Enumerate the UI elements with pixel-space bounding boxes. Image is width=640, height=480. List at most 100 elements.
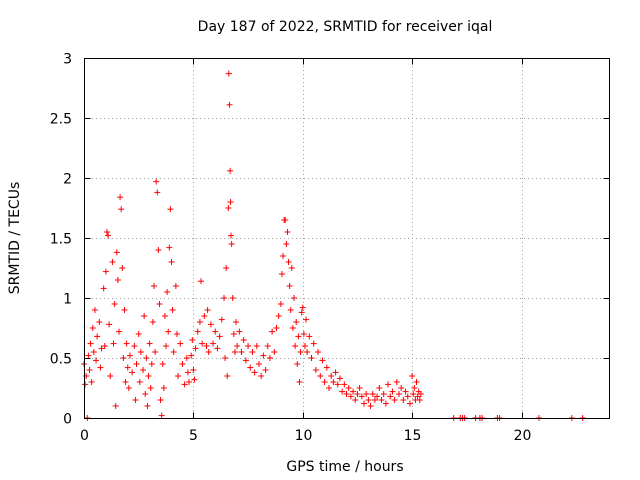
axis-ticks xyxy=(84,58,610,419)
data-point xyxy=(269,328,276,335)
data-point xyxy=(166,244,173,251)
data-point xyxy=(242,357,249,364)
x-tick-label: 5 xyxy=(189,428,198,444)
y-tick-label: 2 xyxy=(63,172,72,188)
data-point xyxy=(93,357,100,364)
data-point xyxy=(277,301,284,307)
data-point xyxy=(154,189,161,196)
data-point xyxy=(98,345,105,352)
chart-title: Day 187 of 2022, SRMTID for receiver iqa… xyxy=(198,19,493,35)
data-point xyxy=(129,369,136,376)
data-point xyxy=(158,412,165,419)
data-point xyxy=(109,259,116,265)
data-point xyxy=(88,379,95,385)
data-point xyxy=(310,340,317,347)
data-point xyxy=(89,325,96,331)
data-point xyxy=(172,283,179,289)
data-point xyxy=(345,385,352,391)
data-point xyxy=(295,333,302,340)
data-point xyxy=(334,381,341,388)
data-point xyxy=(400,397,407,403)
data-point xyxy=(273,325,280,331)
data-point xyxy=(258,373,265,379)
data-point xyxy=(151,283,157,289)
data-point xyxy=(387,393,394,400)
data-point xyxy=(321,379,328,385)
data-point xyxy=(361,400,367,407)
data-point xyxy=(117,194,124,201)
data-point xyxy=(253,343,260,349)
data-point xyxy=(191,376,198,383)
data-point xyxy=(293,319,300,325)
data-point xyxy=(167,206,174,213)
data-point xyxy=(326,385,332,391)
data-point xyxy=(306,333,313,340)
data-point xyxy=(155,247,162,253)
data-point xyxy=(343,391,350,397)
data-point xyxy=(378,397,385,403)
data-point xyxy=(152,349,159,355)
data-point xyxy=(404,393,411,400)
data-point xyxy=(113,249,120,256)
data-point xyxy=(312,367,319,373)
data-point xyxy=(156,301,163,307)
data-point xyxy=(245,343,252,349)
data-point xyxy=(188,352,195,359)
data-point xyxy=(251,369,258,376)
data-points xyxy=(81,70,586,421)
data-point xyxy=(249,349,256,355)
data-point xyxy=(300,331,307,337)
data-point xyxy=(356,385,363,391)
data-point xyxy=(323,364,330,371)
data-point xyxy=(301,343,308,349)
data-point xyxy=(410,391,417,397)
data-point xyxy=(103,229,110,235)
data-point xyxy=(123,340,130,347)
data-point xyxy=(299,304,306,311)
data-point xyxy=(192,345,199,352)
data-point xyxy=(184,369,191,376)
data-point xyxy=(114,277,121,283)
data-point xyxy=(406,400,413,407)
data-point xyxy=(183,355,190,361)
data-point xyxy=(278,271,285,277)
data-point xyxy=(287,307,294,313)
data-point xyxy=(417,391,424,397)
data-point xyxy=(288,265,295,271)
data-point xyxy=(216,333,223,340)
data-point xyxy=(262,367,269,373)
data-point xyxy=(336,375,343,382)
data-point xyxy=(177,340,184,347)
data-point xyxy=(389,388,396,395)
data-point xyxy=(385,381,392,388)
data-point xyxy=(90,349,97,355)
x-tick-label: 10 xyxy=(295,428,313,444)
data-point xyxy=(363,391,370,397)
x-axis-label: GPS time / hours xyxy=(286,459,403,475)
data-point xyxy=(225,205,232,211)
data-point xyxy=(380,391,387,397)
data-point xyxy=(105,232,112,239)
data-point xyxy=(116,328,122,335)
data-point xyxy=(228,232,234,239)
data-point xyxy=(374,393,381,400)
data-point xyxy=(100,285,107,292)
data-point xyxy=(332,369,339,376)
data-point xyxy=(96,319,103,325)
data-point xyxy=(291,295,297,301)
data-point xyxy=(159,361,166,367)
data-point xyxy=(227,167,234,174)
data-point xyxy=(284,229,291,235)
y-tick-label: 0.5 xyxy=(50,352,72,368)
data-point xyxy=(148,361,155,367)
data-point xyxy=(179,361,186,367)
data-point xyxy=(294,361,301,367)
y-axis-label: SRMTID / TECUs xyxy=(7,182,23,295)
data-point xyxy=(111,301,118,307)
data-point xyxy=(369,391,376,397)
data-point xyxy=(304,349,311,355)
data-point xyxy=(414,393,421,400)
data-point xyxy=(402,388,409,395)
y-tick-labels: 0 0.5 1 1.5 2 2.5 3 xyxy=(50,52,72,428)
x-tick-label: 0 xyxy=(80,428,89,444)
